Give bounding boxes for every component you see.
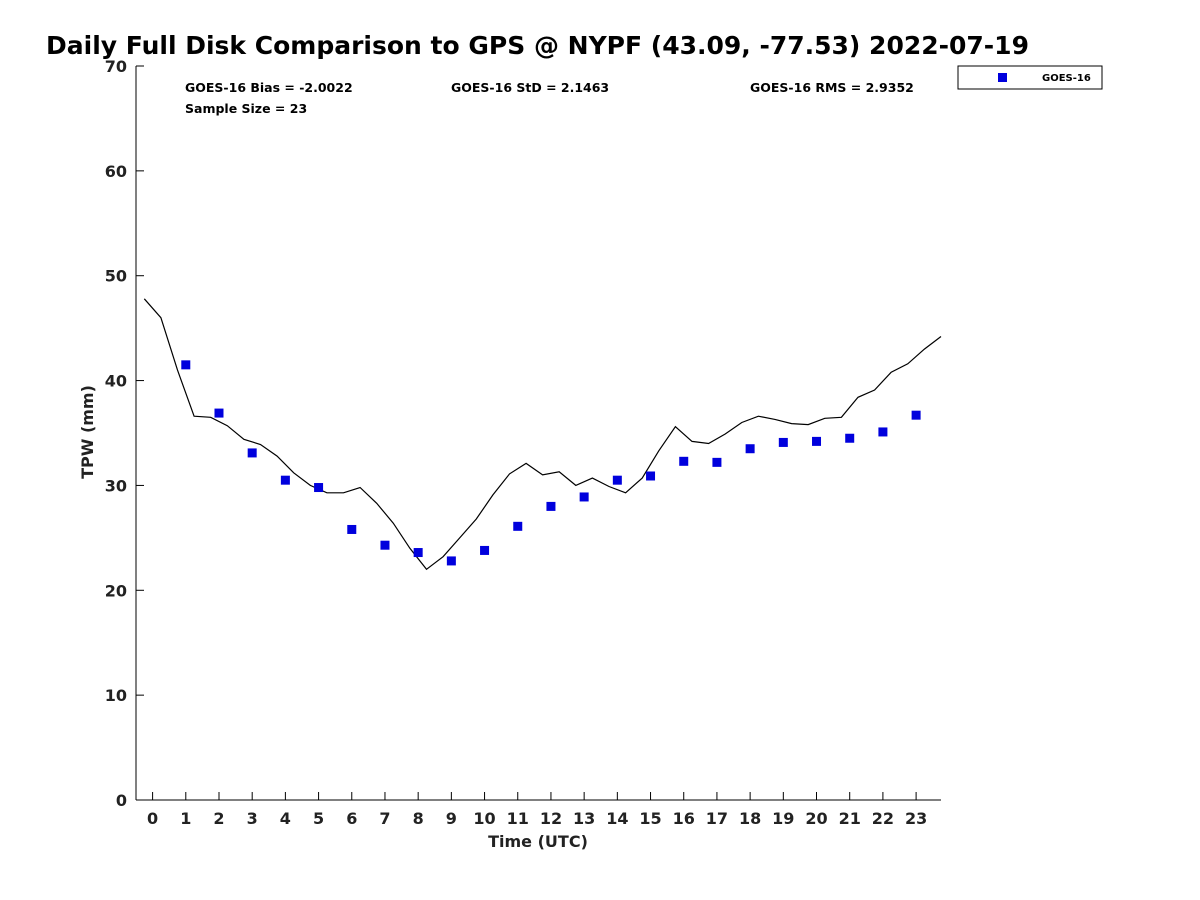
chart-title: Daily Full Disk Comparison to GPS @ NYPF… [46, 31, 1029, 60]
goes16-point-23 [911, 410, 921, 420]
x-tick-label-9: 9 [446, 809, 457, 828]
x-tick-label-20: 20 [805, 809, 827, 828]
x-tick-label-3: 3 [247, 809, 258, 828]
y-axis-label: TPW (mm) [78, 385, 97, 479]
x-tick-label-7: 7 [379, 809, 390, 828]
goes16-point-6 [347, 524, 357, 534]
stat-std: GOES-16 StD = 2.1463 [451, 80, 609, 95]
goes16-point-22 [878, 427, 888, 437]
gps-line [143, 298, 942, 571]
y-axis: 0 10 20 30 40 50 60 70 [105, 57, 144, 810]
x-tick-label-10: 10 [473, 809, 495, 828]
x-tick-label-22: 22 [872, 809, 894, 828]
x-tick-label-11: 11 [507, 809, 529, 828]
gps-series-line [143, 298, 942, 571]
goes16-point-10 [480, 545, 490, 555]
x-tick-label-1: 1 [180, 809, 191, 828]
x-tick-label-5: 5 [313, 809, 324, 828]
goes16-point-11 [513, 521, 523, 531]
stat-rms: GOES-16 RMS = 2.9352 [750, 80, 914, 95]
goes16-point-5 [314, 483, 324, 493]
goes16-point-2 [214, 408, 224, 418]
goes16-point-3 [247, 448, 257, 458]
y-tick-label-20: 20 [105, 581, 127, 600]
goes16-point-18 [745, 444, 755, 454]
x-tick-label-18: 18 [739, 809, 761, 828]
goes16-point-9 [446, 556, 456, 566]
y-tick-label-60: 60 [105, 162, 127, 181]
y-tick-label-70: 70 [105, 57, 127, 76]
x-tick-label-19: 19 [772, 809, 794, 828]
y-tick-label-0: 0 [116, 791, 127, 810]
goes16-point-8 [413, 548, 423, 558]
x-tick-label-12: 12 [540, 809, 562, 828]
stat-sample-size: Sample Size = 23 [185, 101, 307, 116]
legend-box [957, 65, 1103, 90]
x-tick-label-17: 17 [706, 809, 728, 828]
x-tick-label-21: 21 [839, 809, 861, 828]
x-tick-label-15: 15 [639, 809, 661, 828]
x-axis-label: Time (UTC) [488, 832, 588, 851]
stats-annotations: GOES-16 Bias = -2.0022 GOES-16 StD = 2.1… [185, 80, 914, 116]
y-tick-label-10: 10 [105, 686, 127, 705]
goes16-markers [181, 360, 921, 566]
x-tick-label-6: 6 [346, 809, 357, 828]
goes16-point-17 [712, 457, 722, 467]
x-tick-label-16: 16 [673, 809, 695, 828]
goes16-point-1 [181, 360, 191, 370]
stat-bias: GOES-16 Bias = -2.0022 [185, 80, 353, 95]
y-tick-label-30: 30 [105, 476, 127, 495]
goes16-point-7 [380, 540, 390, 550]
goes16-point-13 [579, 492, 589, 502]
x-axis: 0 1 2 3 4 5 6 7 8 9 10 11 12 13 14 15 16 17 18 19 20 21 22 23 [147, 792, 927, 828]
legend-label-goes16: GOES-16 [1042, 73, 1091, 84]
x-tick-label-14: 14 [606, 809, 628, 828]
legend: GOES-16 [957, 65, 1103, 90]
goes16-point-14 [612, 475, 622, 485]
legend-marker-goes16 [998, 73, 1007, 82]
goes16-point-15 [646, 471, 656, 481]
goes16-point-16 [679, 456, 689, 466]
goes16-point-4 [280, 475, 290, 485]
y-tick-label-50: 50 [105, 267, 127, 286]
x-tick-label-8: 8 [413, 809, 424, 828]
y-tick-label-40: 40 [105, 372, 127, 391]
goes16-point-12 [546, 501, 556, 511]
x-tick-label-23: 23 [905, 809, 927, 828]
x-tick-label-4: 4 [280, 809, 291, 828]
goes16-point-19 [778, 437, 788, 447]
x-tick-label-13: 13 [573, 809, 595, 828]
goes16-point-20 [812, 436, 822, 446]
goes16-point-21 [845, 433, 855, 443]
x-tick-label-2: 2 [213, 809, 224, 828]
x-tick-label-0: 0 [147, 809, 158, 828]
plot-frame [135, 66, 941, 801]
